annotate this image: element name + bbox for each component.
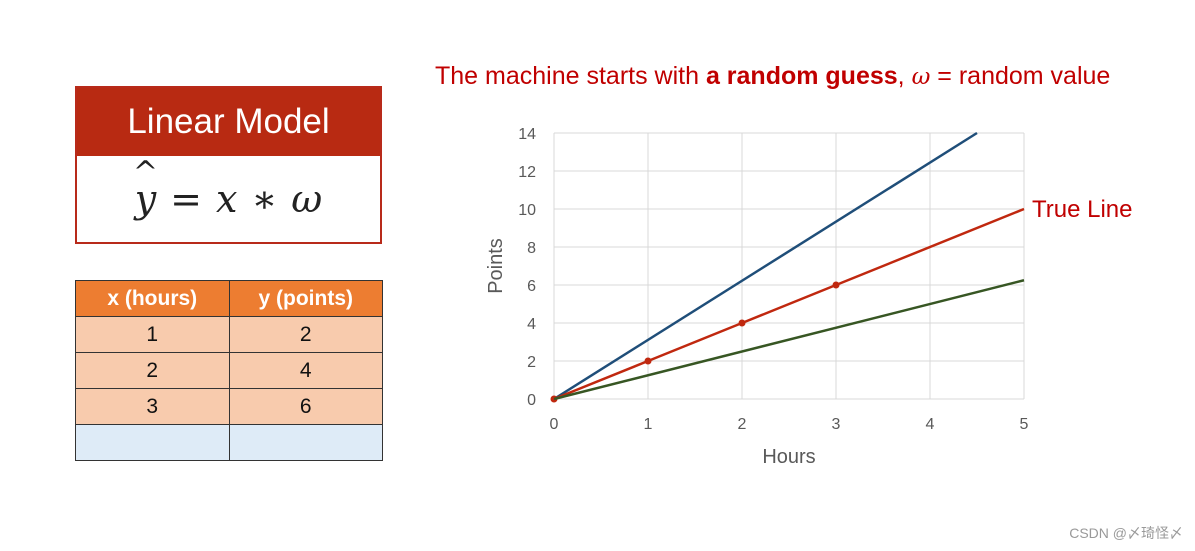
table-cell: 3 (75, 388, 230, 425)
header-x-hours: x (hours) (75, 280, 230, 317)
table-row: 2 4 (75, 352, 383, 389)
equation-hat: ^ (132, 155, 159, 190)
table-header-row: x (hours) y (points) (75, 280, 383, 317)
y-tick-label: 6 (527, 278, 536, 295)
series-line-1 (553, 207, 1025, 401)
table-row (75, 424, 383, 461)
heading-bold-text: a random guess (705, 62, 898, 90)
table-row: 3 6 (75, 388, 383, 425)
data-point (738, 319, 746, 327)
y-tick-label: 2 (527, 354, 536, 371)
table-cell (75, 424, 230, 461)
table-cell: 2 (75, 352, 230, 389)
y-tick-label: 10 (518, 202, 536, 219)
x-tick-label: 1 (644, 416, 653, 433)
table-cell: 6 (228, 388, 383, 425)
equation-equals: = (170, 177, 203, 221)
heading-text-3: = random value (930, 62, 1111, 90)
equation-yhat: ^ y (133, 155, 158, 221)
y-tick-label: 14 (518, 126, 536, 143)
y-tick-label: 4 (527, 316, 536, 333)
table-cell: 1 (75, 316, 230, 353)
x-tick-label: 4 (926, 416, 935, 433)
series-line-0 (553, 131, 978, 401)
watermark: CSDN @〆琦怪〆 (1069, 525, 1183, 541)
true-line-annotation: True Line (1032, 196, 1133, 223)
linear-model-box: Linear Model ^ y = x ∗ ω (75, 86, 382, 244)
x-tick-label: 3 (832, 416, 841, 433)
table-cell: 2 (228, 316, 383, 353)
chart-heading: The machine starts with a random guess, … (435, 62, 1185, 91)
equation-y: y (134, 177, 157, 221)
data-table: x (hours) y (points) 1 2 2 4 3 6 (75, 280, 383, 461)
y-tick-label: 0 (527, 392, 536, 409)
x-tick-label: 2 (738, 416, 747, 433)
model-title: Linear Model (77, 88, 380, 156)
x-tick-label: 0 (550, 416, 559, 433)
heading-text-2: , (897, 62, 912, 90)
x-axis-label: Hours (762, 446, 815, 468)
y-tick-label: 12 (518, 164, 536, 181)
data-point (644, 357, 652, 365)
heading-omega: ω (911, 64, 931, 90)
table-row: 1 2 (75, 316, 383, 353)
y-axis-label: Points (485, 238, 507, 294)
series-line-2 (553, 279, 1025, 401)
table-cell (228, 424, 383, 461)
model-equation: ^ y = x ∗ ω (77, 155, 380, 242)
y-tick-label: 8 (527, 240, 536, 257)
data-point (832, 281, 840, 289)
x-tick-label: 5 (1020, 416, 1029, 433)
header-y-points: y (points) (228, 280, 383, 317)
equation-x: x (216, 177, 238, 221)
equation-omega: ω (291, 177, 323, 221)
heading-text-1: The machine starts with (435, 62, 706, 90)
table-cell: 4 (228, 352, 383, 389)
equation-times: ∗ (251, 177, 278, 221)
